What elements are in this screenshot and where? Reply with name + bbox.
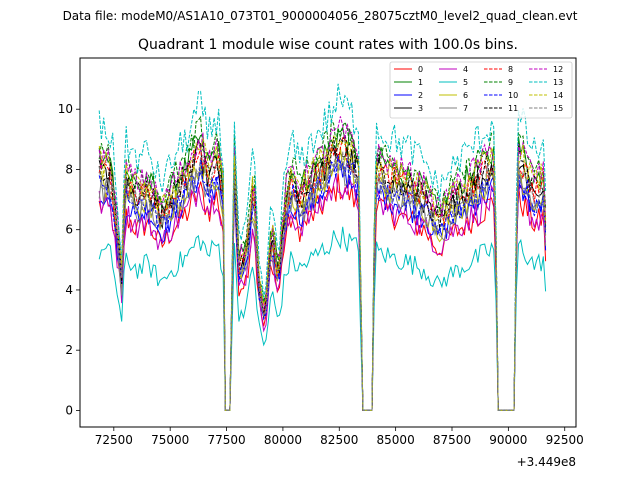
legend-label-13: 13: [553, 78, 563, 87]
legend-label-10: 10: [508, 91, 518, 100]
series-line-8: [98, 137, 547, 411]
legend-label-12: 12: [553, 65, 563, 74]
legend-label-3: 3: [418, 104, 423, 113]
legend-label-9: 9: [508, 78, 513, 87]
series-line-13: [98, 83, 547, 411]
y-tick-label: 2: [65, 343, 73, 357]
x-tick-label: 90000: [489, 433, 527, 447]
series-line-0: [98, 173, 547, 411]
x-axis: 72500 75000 77500 80000 82500 85000 87500 90000…: [95, 427, 584, 447]
legend-label-0: 0: [418, 65, 423, 74]
y-tick-label: 8: [65, 162, 73, 176]
legend-label-14: 14: [553, 91, 563, 100]
legend-label-5: 5: [463, 78, 468, 87]
x-tick-label: 82500: [320, 433, 358, 447]
x-tick-label: 87500: [433, 433, 471, 447]
legend-label-6: 6: [463, 91, 468, 100]
x-tick-label: 92500: [546, 433, 584, 447]
x-offset-label: +3.449e8: [517, 455, 576, 469]
legend-label-4: 4: [463, 65, 468, 74]
x-tick-label: 77500: [207, 433, 245, 447]
legend-label-7: 7: [463, 104, 468, 113]
x-tick-label: 72500: [95, 433, 133, 447]
legend-frame: [389, 61, 573, 119]
y-tick-label: 0: [65, 403, 73, 417]
y-tick-label: 10: [58, 102, 73, 116]
series-line-15: [98, 151, 547, 411]
figure-suptitle: Data file: modeM0/AS1A10_073T01_90000040…: [63, 9, 578, 23]
legend-label-11: 11: [508, 104, 518, 113]
legend-label-8: 8: [508, 65, 513, 74]
series-layer: [98, 83, 547, 411]
y-tick-label: 4: [65, 283, 73, 297]
x-tick-label: 80000: [264, 433, 302, 447]
series-line-7: [98, 160, 547, 411]
series-line-11: [98, 132, 547, 411]
series-line-14: [98, 135, 547, 411]
plot-area: 72500 75000 77500 80000 82500 85000 87500 90000…: [58, 57, 584, 469]
series-line-5: [98, 226, 547, 411]
x-tick-label: 85000: [377, 433, 415, 447]
y-tick-label: 6: [65, 223, 73, 237]
legend-label-15: 15: [553, 104, 563, 113]
plot-frame: [79, 57, 577, 428]
legend-label-2: 2: [418, 91, 423, 100]
series-line-4: [98, 175, 547, 411]
series-line-10: [98, 155, 547, 411]
x-tick-label: 75000: [151, 433, 189, 447]
chart-title: Quadrant 1 module wise count rates with …: [138, 37, 518, 53]
legend-label-1: 1: [418, 78, 423, 87]
y-axis: 0 2 4 6 8 10: [58, 102, 80, 417]
series-line-12: [98, 116, 547, 411]
